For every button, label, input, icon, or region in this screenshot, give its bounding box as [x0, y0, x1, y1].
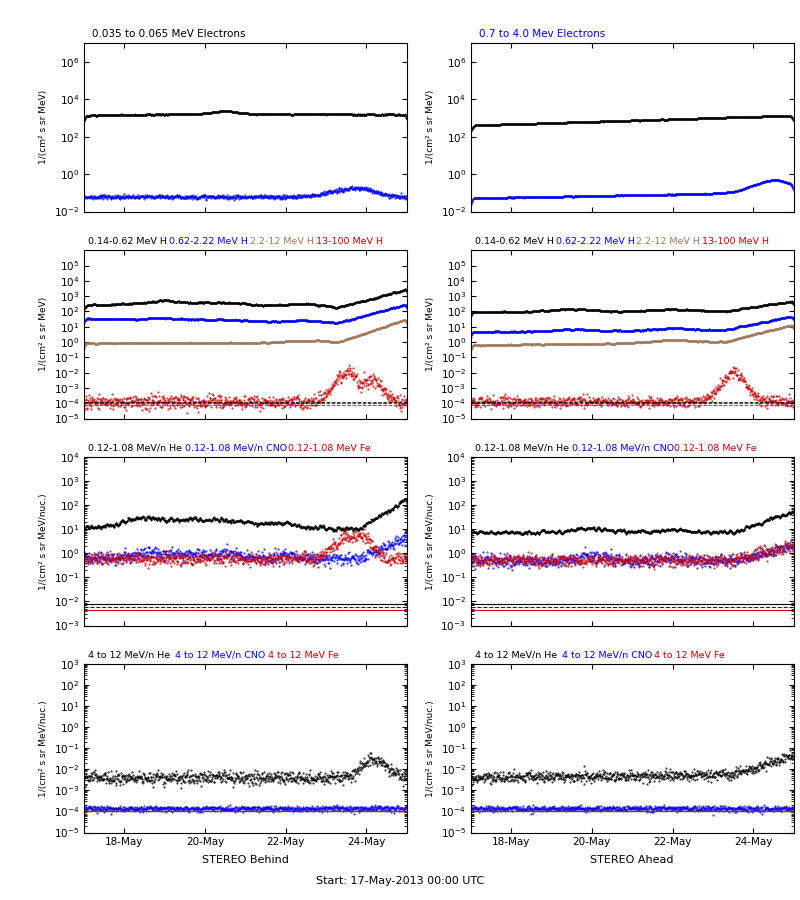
Text: 0.12-1.08 MeV/n CNO: 0.12-1.08 MeV/n CNO: [572, 444, 674, 453]
Text: STEREO Behind: STEREO Behind: [202, 855, 289, 865]
Text: Start: 17-May-2013 00:00 UTC: Start: 17-May-2013 00:00 UTC: [316, 876, 484, 886]
Text: 4 to 12 MeV/n He: 4 to 12 MeV/n He: [475, 651, 557, 660]
Text: 0.12-1.08 MeV/n He: 0.12-1.08 MeV/n He: [475, 444, 569, 453]
Text: 13-100 MeV H: 13-100 MeV H: [315, 237, 382, 246]
Y-axis label: 1/(cm² s sr MeV): 1/(cm² s sr MeV): [426, 90, 435, 165]
Y-axis label: 1/(cm² s sr MeV/nuc.): 1/(cm² s sr MeV/nuc.): [426, 700, 435, 796]
Y-axis label: 1/(cm² s sr MeV): 1/(cm² s sr MeV): [426, 297, 435, 372]
Text: 0.14-0.62 MeV H: 0.14-0.62 MeV H: [88, 237, 167, 246]
Text: 0.12-1.08 MeV/n He: 0.12-1.08 MeV/n He: [88, 444, 182, 453]
Text: 4 to 12 MeV/n He: 4 to 12 MeV/n He: [88, 651, 170, 660]
Y-axis label: 1/(cm² s sr MeV/nuc.): 1/(cm² s sr MeV/nuc.): [39, 700, 48, 796]
Text: 4 to 12 MeV Fe: 4 to 12 MeV Fe: [268, 651, 338, 660]
Text: 0.12-1.08 MeV Fe: 0.12-1.08 MeV Fe: [287, 444, 370, 453]
Text: 0.62-2.22 MeV H: 0.62-2.22 MeV H: [169, 237, 248, 246]
Text: 2.2-12 MeV H: 2.2-12 MeV H: [637, 237, 700, 246]
Text: 0.62-2.22 MeV H: 0.62-2.22 MeV H: [555, 237, 634, 246]
Text: 2.2-12 MeV H: 2.2-12 MeV H: [250, 237, 314, 246]
Text: 4 to 12 MeV/n CNO: 4 to 12 MeV/n CNO: [562, 651, 653, 660]
Text: 0.7 to 4.0 Mev Electrons: 0.7 to 4.0 Mev Electrons: [478, 29, 605, 39]
Text: 0.12-1.08 MeV/n CNO: 0.12-1.08 MeV/n CNO: [186, 444, 287, 453]
Text: 0.12-1.08 MeV Fe: 0.12-1.08 MeV Fe: [674, 444, 757, 453]
Text: STEREO Ahead: STEREO Ahead: [590, 855, 674, 865]
Text: 4 to 12 MeV/n CNO: 4 to 12 MeV/n CNO: [175, 651, 266, 660]
Y-axis label: 1/(cm² s sr MeV): 1/(cm² s sr MeV): [39, 90, 48, 165]
Y-axis label: 1/(cm² s sr MeV/nuc.): 1/(cm² s sr MeV/nuc.): [39, 493, 48, 590]
Y-axis label: 1/(cm² s sr MeV): 1/(cm² s sr MeV): [39, 297, 48, 372]
Y-axis label: 1/(cm² s sr MeV/nuc.): 1/(cm² s sr MeV/nuc.): [426, 493, 435, 590]
Text: 0.035 to 0.065 MeV Electrons: 0.035 to 0.065 MeV Electrons: [92, 29, 246, 39]
Text: 0.14-0.62 MeV H: 0.14-0.62 MeV H: [475, 237, 554, 246]
Text: 4 to 12 MeV Fe: 4 to 12 MeV Fe: [654, 651, 726, 660]
Text: 13-100 MeV H: 13-100 MeV H: [702, 237, 770, 246]
